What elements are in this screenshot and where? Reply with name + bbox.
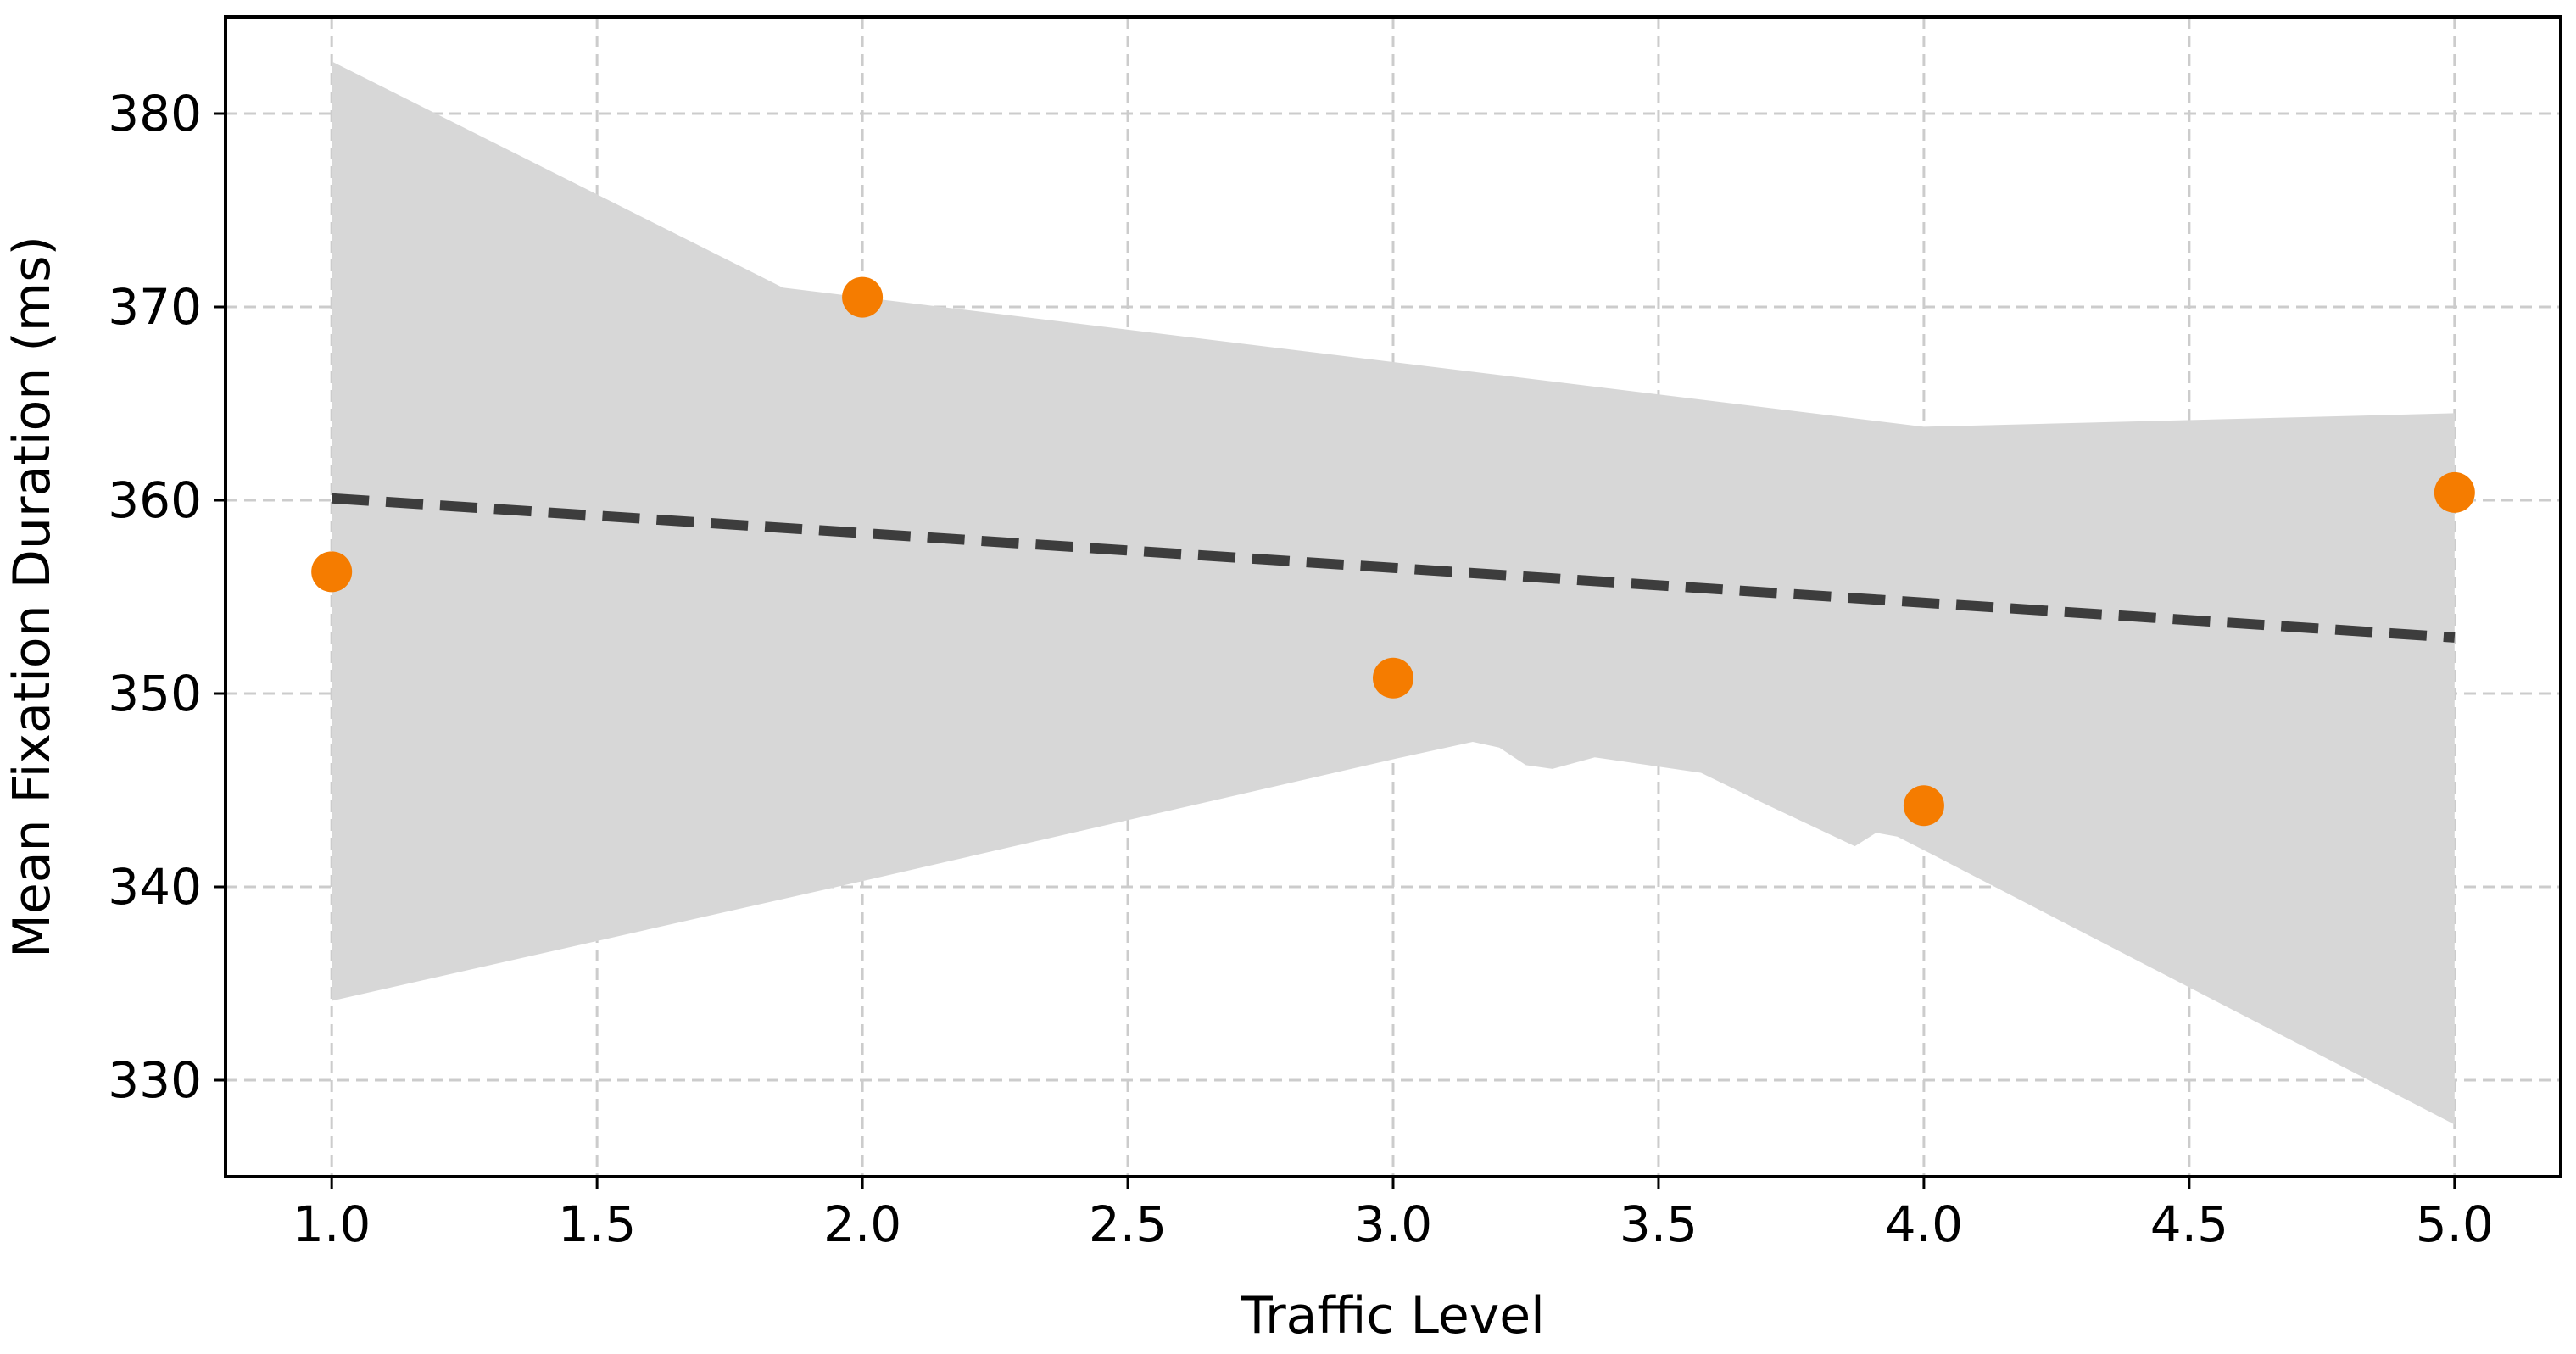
x-tick-label-0: 1.0 [293,1195,371,1253]
y-axis-ticks: 330 340 350 360 370 380 [108,85,226,1109]
data-point-3 [1373,657,1413,699]
x-tick-label-8: 5.0 [2416,1195,2494,1253]
x-tick-label-7: 4.5 [2150,1195,2228,1253]
y-tick-label-3: 360 [108,471,202,529]
y-tick-label-5: 380 [108,85,202,142]
x-tick-label-6: 4.0 [1885,1195,1963,1253]
data-point-4 [1903,785,1944,827]
x-axis-ticks: 1.0 1.5 2.0 2.5 3.0 3.5 4.0 4.5 5.0 [293,1177,2494,1253]
y-axis-label: Mean Fixation Duration (ms) [3,236,62,958]
x-axis-label: Traffic Level [1241,1286,1545,1346]
x-tick-label-3: 2.5 [1089,1195,1167,1253]
regression-line-layer [331,493,2456,643]
data-point-1 [311,551,353,593]
confidence-band [332,61,2455,1125]
y-tick-label-0: 330 [108,1051,202,1109]
data-points-layer [311,276,2475,827]
x-tick-label-5: 3.5 [1620,1195,1698,1253]
x-tick-label-4: 3.0 [1354,1195,1432,1253]
x-tick-label-1: 1.5 [558,1195,636,1253]
y-tick-label-2: 350 [108,665,202,722]
y-tick-label-1: 340 [108,858,202,916]
confidence-band-layer [332,61,2455,1125]
regression-line [331,493,2456,643]
data-point-2 [842,276,884,318]
x-tick-label-2: 2.0 [823,1195,901,1253]
y-tick-label-4: 370 [108,278,202,336]
data-point-5 [2434,471,2475,513]
